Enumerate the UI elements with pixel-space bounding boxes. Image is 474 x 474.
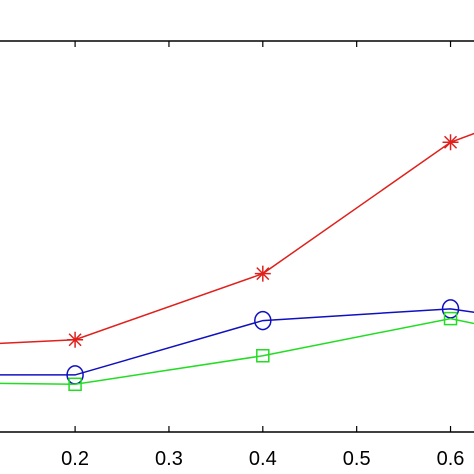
data-point	[443, 311, 458, 326]
asterisk-stroke	[68, 333, 82, 347]
data-point	[67, 331, 84, 348]
x-tick-label: 0.4	[249, 448, 277, 470]
series-square	[0, 311, 474, 392]
series-asterisk	[0, 132, 474, 348]
x-tick-label: 0.5	[343, 448, 371, 470]
asterisk-stroke	[444, 135, 458, 149]
asterisk-stroke	[256, 267, 270, 281]
data-point	[441, 299, 460, 319]
data-point	[442, 134, 459, 151]
series-circle	[0, 299, 474, 385]
x-tick-label: 0.2	[61, 448, 89, 470]
series-line	[0, 317, 474, 386]
x-tick-labels: 0.2 0.3 0.4 0.5 0.6	[61, 448, 464, 470]
x-tick-label: 0.6	[437, 448, 465, 470]
data-point	[256, 349, 270, 363]
data-point	[254, 310, 272, 331]
data-point	[68, 377, 82, 392]
data-point	[254, 265, 271, 282]
x-tick-label: 0.3	[155, 448, 183, 470]
series-line	[0, 308, 474, 376]
plot-area	[0, 132, 474, 392]
axes	[0, 40, 474, 433]
